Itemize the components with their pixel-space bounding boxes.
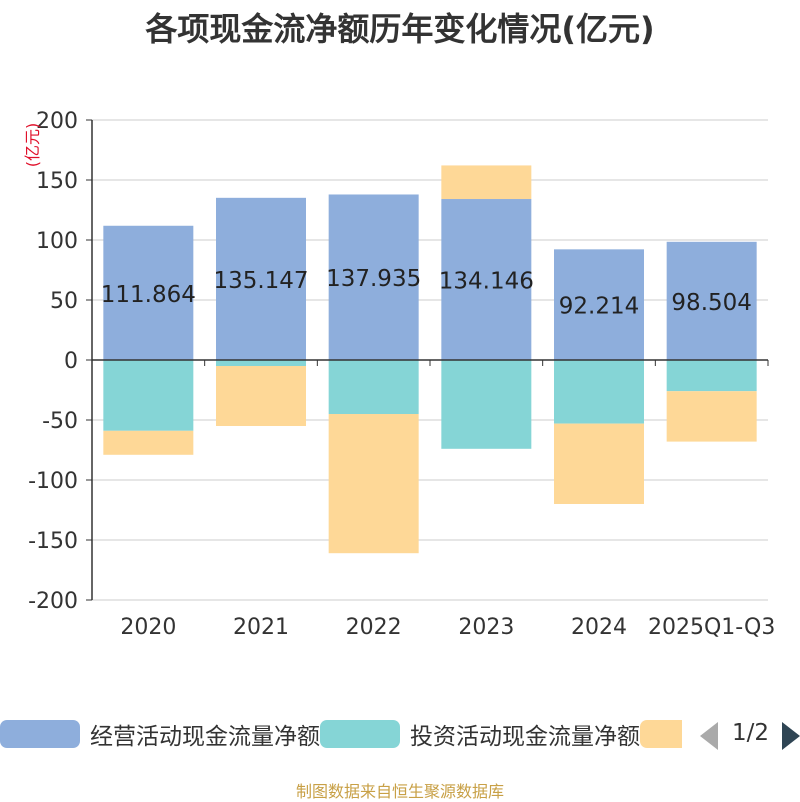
x-tick-label: 2023 (458, 615, 514, 640)
chart-title: 各项现金流净额历年变化情况(亿元) (145, 10, 655, 48)
bar-operating-2023 (441, 199, 532, 360)
axes: 200 150 100 50 0 -50 -100 -150 -200 2020 2021 2022 2… (28, 109, 775, 640)
x-tick-label: 2022 (346, 615, 402, 640)
legend-pager: 1/2 (700, 716, 800, 756)
x-tick-label: 2020 (120, 615, 176, 640)
source-note: 制图数据来自恒生聚源数据库 (295, 782, 504, 801)
bar-financing-2024 (554, 423, 644, 504)
legend-item-investing[interactable]: 投资活动现金流量净额 (320, 714, 640, 754)
x-tick-label: 2025Q1-Q3 (648, 615, 775, 640)
bar-investing-2024 (554, 360, 644, 424)
y-tick-label: 100 (36, 229, 78, 254)
y-tick-label: 50 (50, 289, 78, 314)
data-label-2020: 111.864 (101, 282, 196, 308)
bar-operating-2024 (554, 249, 644, 360)
bar-operating-2025Q1-Q3 (666, 241, 757, 360)
y-tick-label: -50 (42, 409, 78, 434)
bar-investing-2022 (328, 360, 419, 414)
data-labels: 111.864 135.147 137.935 134.146 92.214 98.504 (101, 266, 752, 319)
data-label-2025Q1-Q3: 98.504 (671, 290, 751, 316)
pager-text: 1/2 (732, 720, 770, 746)
bar-financing-2023 (441, 165, 532, 200)
grid-lines (92, 119, 768, 601)
y-tick-label: -100 (28, 469, 78, 494)
bar-investing-2021 (216, 360, 306, 366)
bar-investing-2023 (441, 360, 532, 449)
x-tick-label: 2021 (233, 615, 289, 640)
x-tick-label: 2024 (571, 615, 627, 640)
bar-financing-2021 (216, 366, 306, 426)
y-axis-unit-label: (亿元) (23, 123, 42, 168)
legend-item-operating[interactable]: 经营活动现金流量净额 (0, 714, 320, 754)
bar-operating-2022 (328, 194, 419, 360)
legend-swatch-operating (0, 720, 80, 748)
y-tick-label: -200 (28, 589, 78, 614)
legend-item-financing[interactable] (640, 714, 682, 754)
legend-swatch-investing (320, 720, 400, 748)
bar-operating-2021 (216, 197, 306, 360)
bar-financing-2025Q1-Q3 (666, 391, 757, 442)
pager-prev-icon[interactable] (700, 722, 718, 750)
legend-label-investing: 投资活动现金流量净额 (410, 724, 640, 750)
y-tick-label: 150 (36, 169, 78, 194)
bars (103, 165, 757, 554)
pager-next-icon[interactable] (782, 722, 800, 750)
legend-swatch-financing (640, 720, 682, 748)
y-tick-label: 200 (36, 109, 78, 134)
data-label-2023: 134.146 (439, 269, 534, 295)
legend-label-operating: 经营活动现金流量净额 (90, 724, 320, 750)
y-tick-label: 0 (64, 349, 78, 374)
bar-financing-2020 (103, 430, 194, 455)
data-label-2024: 92.214 (559, 294, 639, 320)
bar-operating-2020 (103, 225, 194, 360)
bar-investing-2025Q1-Q3 (666, 360, 757, 392)
data-label-2022: 137.935 (326, 266, 421, 292)
bar-investing-2020 (103, 360, 194, 431)
y-tick-label: -150 (28, 529, 78, 554)
bar-financing-2022 (328, 414, 419, 554)
data-label-2021: 135.147 (213, 268, 308, 294)
